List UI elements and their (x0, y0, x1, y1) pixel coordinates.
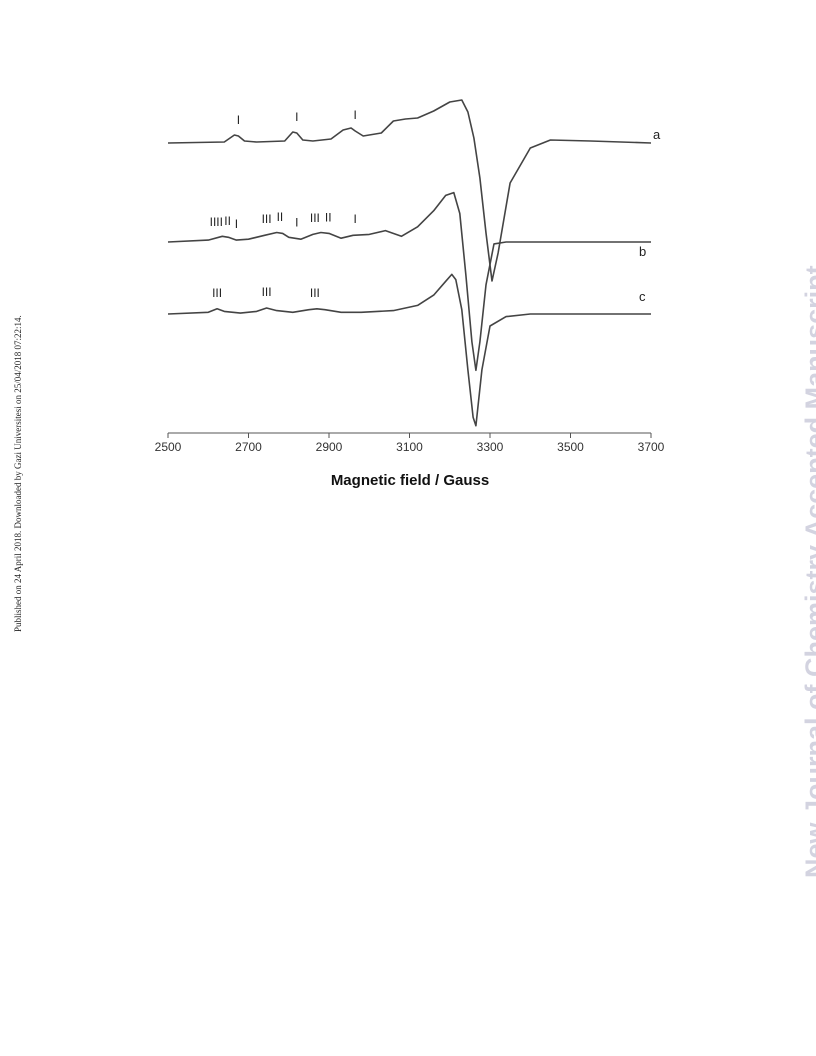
trace-group: a b c (167, 99, 661, 427)
peak-marker: I (295, 110, 298, 124)
x-axis-title: Magnetic field / Gauss (331, 472, 489, 489)
peak-marker: I (295, 216, 298, 230)
x-tick-label: 2900 (316, 440, 343, 454)
peak-marker: II (325, 210, 332, 224)
x-tick-label: 2500 (155, 440, 182, 454)
peak-marker: III (262, 212, 272, 226)
peak-marker: III (212, 286, 222, 300)
spectrum-trace-c (167, 273, 651, 427)
trace-label-b: b (639, 244, 646, 259)
x-tick-label: 3500 (557, 440, 584, 454)
peak-marker: III (310, 286, 320, 300)
peak-marker: I (354, 212, 357, 226)
x-tick-label: 2700 (235, 440, 262, 454)
peak-marker: I (235, 217, 238, 231)
peak-marker: IIII (210, 215, 223, 229)
spectrum-trace-a (167, 99, 652, 282)
x-axis-ticks: 2500 2700 2900 3100 3300 3500 3700 (155, 433, 665, 454)
x-tick-label: 3100 (396, 440, 423, 454)
x-tick-label: 3300 (477, 440, 504, 454)
peak-marker: II (224, 214, 231, 228)
peak-marker: II (277, 210, 284, 224)
peak-marker: III (262, 285, 272, 299)
peak-marker: I (237, 113, 240, 127)
peak-marker: III (310, 211, 320, 225)
peak-marker: I (354, 108, 357, 122)
x-tick-label: 3700 (638, 440, 665, 454)
spectrum-trace-b (167, 191, 651, 372)
trace-label-c: c (639, 289, 646, 304)
trace-label-a: a (653, 127, 661, 142)
